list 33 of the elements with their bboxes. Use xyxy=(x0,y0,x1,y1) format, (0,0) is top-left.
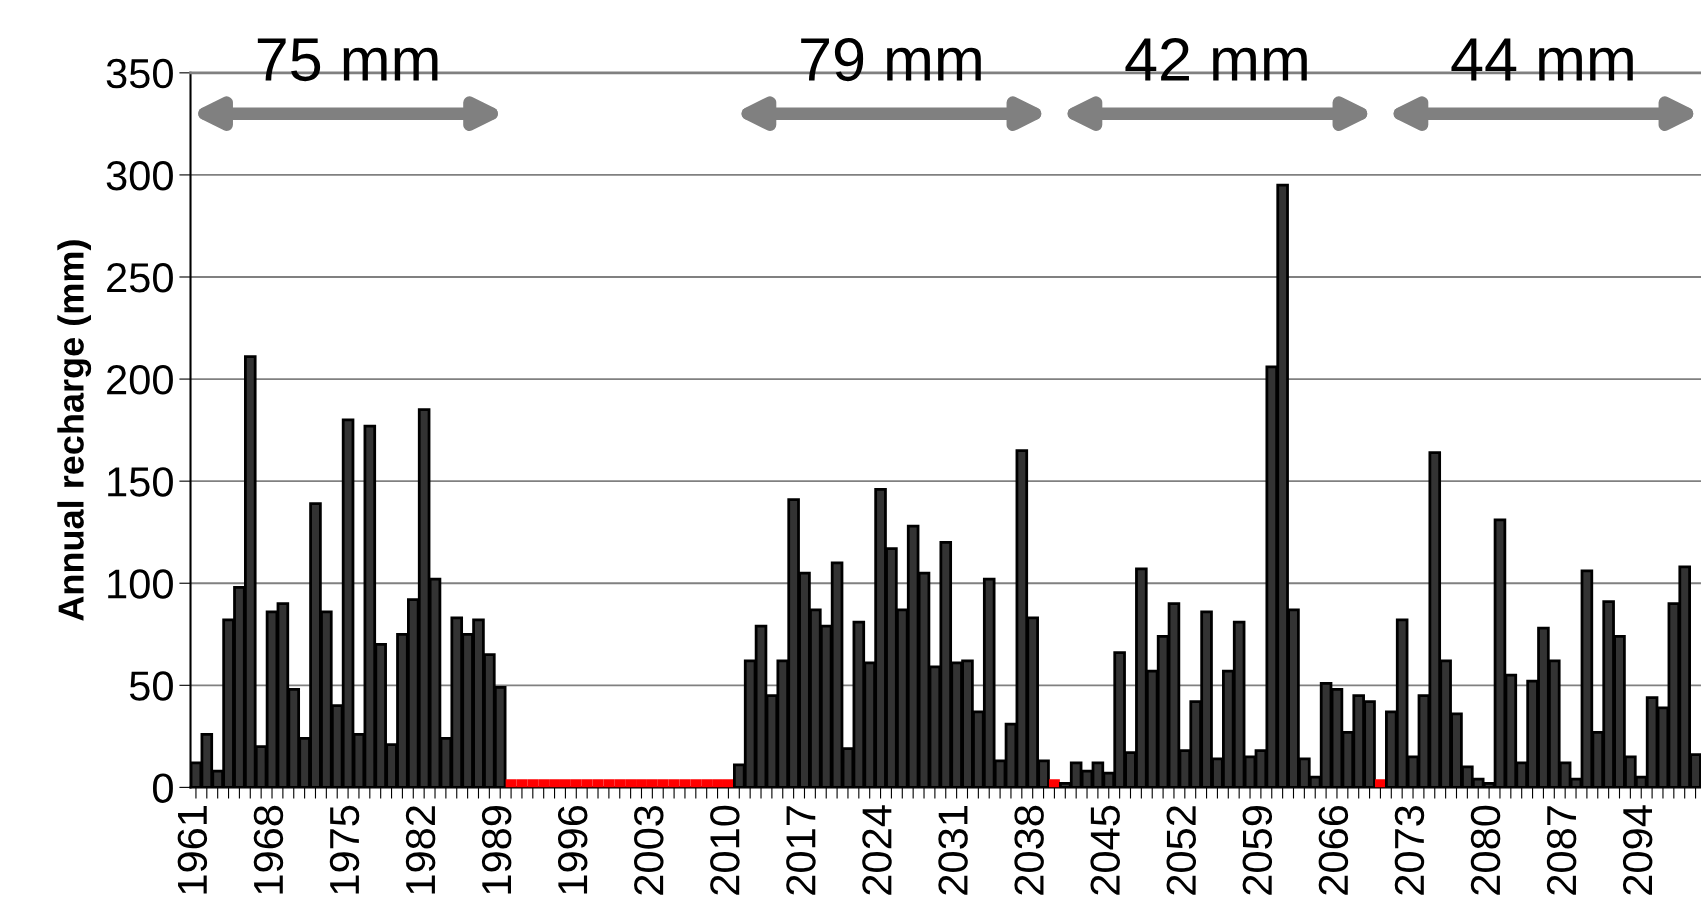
y-tick-label: 250 xyxy=(107,263,173,293)
x-tick-label: 2017 xyxy=(786,806,816,895)
x-tick-label: 2024 xyxy=(862,805,892,895)
y-axis-title: Annual recharge (mm) xyxy=(57,240,92,621)
x-tick-label: 2073 xyxy=(1394,805,1425,895)
x-tick-label: 2066 xyxy=(1318,805,1349,895)
x-tick-label: 2059 xyxy=(1242,806,1273,895)
y-tick-label: 0 xyxy=(153,773,173,803)
x-tick-label: 2052 xyxy=(1166,806,1197,895)
x-tick-label: 2038 xyxy=(1014,805,1044,895)
x-tick-label: 1996 xyxy=(557,805,588,894)
annotation: 79 mm xyxy=(801,37,981,82)
x-tick-label: 1982 xyxy=(405,806,436,894)
x-tick-label: 1975 xyxy=(329,805,360,894)
annotation: 44 mm xyxy=(1451,38,1633,81)
x-tick-label: 2031 xyxy=(938,806,968,895)
annotation: 42 mm xyxy=(1125,37,1307,81)
y-tick-label: 50 xyxy=(129,671,173,701)
x-tick-label: 2087 xyxy=(1546,806,1577,895)
y-tick-label: 100 xyxy=(108,569,173,599)
y-tick-label: 200 xyxy=(107,365,173,395)
x-tick-label: 1961 xyxy=(177,806,208,894)
x-tick-label: 1968 xyxy=(253,805,284,894)
y-tick-label: 150 xyxy=(108,467,173,497)
x-tick-label: 2010 xyxy=(710,805,740,895)
x-tick-label: 2094 xyxy=(1622,805,1653,895)
x-tick-label: 2080 xyxy=(1470,805,1501,895)
annotation: 75 mm xyxy=(257,38,438,82)
y-tick-label: 350 xyxy=(106,58,173,89)
x-tick-label: 2003 xyxy=(634,805,664,895)
x-tick-label: 2045 xyxy=(1090,805,1120,895)
x-tick-label: 1989 xyxy=(481,806,512,894)
y-tick-label: 300 xyxy=(106,160,173,191)
